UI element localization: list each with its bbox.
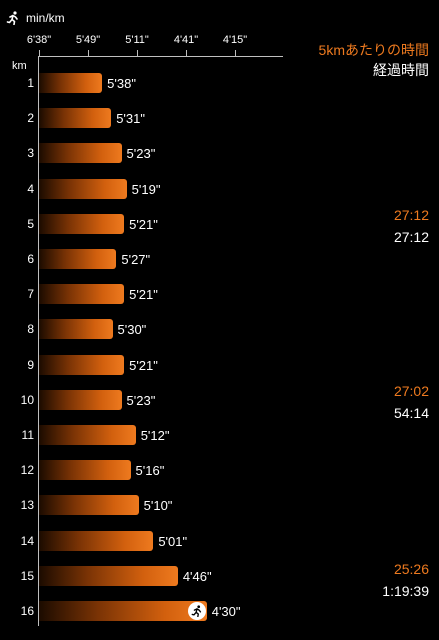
axis-tick-label: 4'15": [222, 34, 248, 46]
pace-bar[interactable]: [39, 495, 139, 516]
km-row-label: 4: [27, 181, 34, 196]
pace-bar[interactable]: [39, 178, 127, 199]
km-row-label: 11: [21, 428, 34, 442]
pace-value-label: 5'10": [143, 498, 173, 514]
legend-elapsed-title: 経過時間: [373, 62, 429, 78]
km-row-label: 13: [20, 498, 34, 513]
pace-bar[interactable]: [39, 143, 122, 164]
pace-value-label: 5'38": [107, 76, 136, 91]
runner-icon: [6, 11, 18, 25]
pace-value-label: 5'19": [131, 181, 161, 197]
km-row-label: 5: [27, 216, 34, 231]
split-5km-time: 27:02: [393, 383, 429, 399]
km-row-label: 2: [27, 111, 34, 126]
km-row-label: 14: [20, 533, 34, 548]
pace-value-label: 5'21": [129, 216, 158, 232]
split-5km-time: 27:12: [393, 207, 429, 223]
pace-bar[interactable]: [39, 108, 112, 129]
pace-value-label: 5'23": [126, 392, 156, 408]
pace-value-label: 4'46": [182, 568, 212, 584]
pace-value-label: 5'01": [158, 533, 188, 549]
km-row-label: 7: [27, 287, 34, 302]
pace-bar[interactable]: [39, 460, 131, 481]
pace-bar[interactable]: [39, 565, 178, 586]
pace-bar[interactable]: [39, 249, 117, 269]
km-row-label: 3: [27, 146, 34, 161]
unit-label: min/km: [26, 11, 65, 25]
km-row-label: 1: [27, 76, 34, 90]
pace-bar[interactable]: [39, 284, 125, 305]
axis-tick-mark: [39, 50, 40, 56]
axis-line-horizontal: [38, 56, 283, 57]
row-axis-label: km: [12, 60, 27, 72]
pace-value-label: 5'21": [129, 357, 158, 373]
current-runner-icon: [187, 602, 206, 620]
km-row-label: 6: [27, 252, 34, 266]
split-5km-time: 25:26: [393, 561, 429, 577]
km-row-label: 9: [27, 357, 34, 372]
split-elapsed-time: 1:19:39: [382, 583, 429, 599]
axis-tick-label: 6'38": [26, 34, 52, 46]
pace-bar[interactable]: [39, 601, 207, 621]
pace-value-label: 5'12": [140, 428, 170, 443]
axis-tick-label: 4'41": [173, 34, 199, 46]
axis-line-vertical: [38, 56, 39, 626]
pace-value-label: 4'30": [211, 604, 241, 619]
pace-bar[interactable]: [39, 530, 154, 551]
km-row-label: 15: [20, 568, 34, 583]
axis-tick-mark: [88, 50, 89, 56]
axis-tick-label: 5'11": [125, 34, 149, 46]
pace-value-label: 5'16": [135, 463, 165, 479]
pace-bar[interactable]: [39, 425, 136, 445]
pace-bar[interactable]: [39, 73, 103, 93]
pace-value-label: 5'23": [126, 146, 156, 162]
km-row-label: 10: [20, 392, 34, 407]
axis-tick-label: 5'49": [75, 34, 101, 46]
pace-bar[interactable]: [39, 354, 125, 375]
legend-split-title: 5kmあたりの時間: [318, 42, 429, 58]
split-elapsed-time: 54:14: [393, 405, 429, 421]
km-row-label: 8: [27, 322, 34, 337]
pace-value-label: 5'21": [129, 287, 158, 303]
pace-bar[interactable]: [39, 389, 122, 410]
axis-tick-mark: [137, 50, 138, 56]
pace-value-label: 5'31": [116, 111, 145, 127]
split-elapsed-time: 27:12: [393, 229, 429, 245]
axis-tick-mark: [235, 50, 236, 56]
pace-bar[interactable]: [39, 213, 125, 234]
pace-value-label: 5'30": [117, 322, 147, 338]
km-row-label: 16: [20, 604, 34, 618]
unit-header: min/km: [6, 8, 65, 28]
axis-tick-mark: [186, 50, 187, 56]
km-row-label: 12: [20, 463, 34, 478]
pace-value-label: 5'27": [121, 252, 151, 267]
pace-bar[interactable]: [39, 319, 113, 340]
